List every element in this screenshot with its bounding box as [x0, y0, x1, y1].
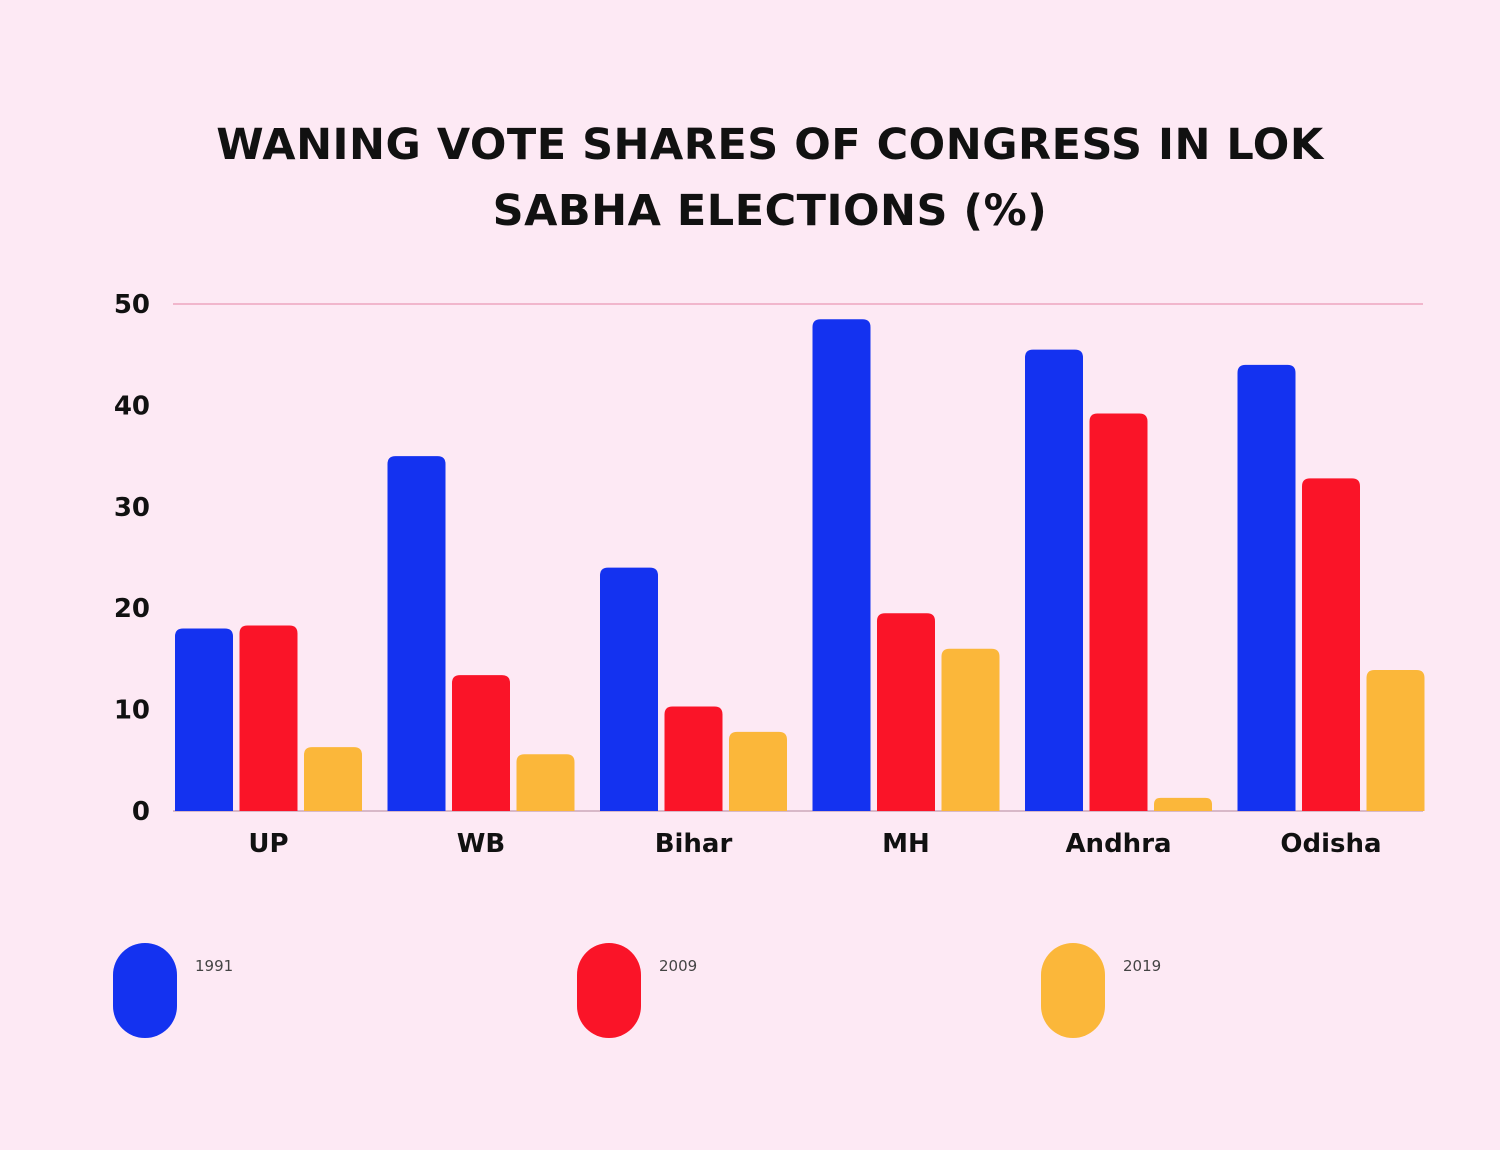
legend: 1991 2009 2019 [113, 943, 1161, 1038]
legend-swatch-1991 [113, 943, 177, 1038]
bar-up-2019 [304, 747, 362, 811]
x-category-label: MH [882, 829, 930, 859]
bar-wb-1991 [387, 456, 446, 811]
x-category-label: Andhra [1065, 829, 1171, 859]
legend-label-1991: 1991 [195, 957, 233, 975]
y-tick-label: 50 [114, 290, 150, 320]
y-tick-label: 40 [114, 391, 150, 421]
legend-swatch-2019 [1041, 943, 1105, 1038]
x-category-label: Bihar [655, 829, 733, 859]
legend-swatch-2009 [577, 943, 641, 1038]
bar-odisha-2009 [1302, 478, 1360, 811]
bar-wb-2019 [516, 754, 575, 811]
x-category-label: WB [457, 829, 506, 859]
chart-title-line-2: SABHA ELECTIONS (%) [492, 186, 1048, 236]
chart-title-line-1: WANING VOTE SHARES OF CONGRESS IN LOK [216, 120, 1324, 170]
bar-bihar-2009 [664, 706, 723, 811]
y-tick-label: 0 [132, 797, 150, 827]
x-category-label: Odisha [1280, 829, 1381, 859]
y-tick-label: 10 [114, 696, 150, 726]
bar-layer [175, 319, 1425, 811]
bar-up-2009 [239, 625, 298, 811]
bar-up-1991 [175, 628, 233, 811]
y-tick-label: 20 [114, 594, 150, 624]
bar-wb-2009 [452, 675, 510, 811]
bar-odisha-1991 [1237, 364, 1296, 811]
bar-mh-1991 [812, 319, 871, 811]
label-layer: UP WB Bihar MH Andhra Odisha [248, 829, 1381, 859]
bar-odisha-2019 [1366, 670, 1425, 811]
bar-mh-2019 [941, 648, 1000, 811]
axis-layer: 0 10 20 30 40 50 [114, 290, 1423, 827]
bar-andhra-2009 [1089, 413, 1148, 811]
legend-label-2009: 2009 [659, 957, 697, 975]
bar-andhra-2019 [1154, 797, 1212, 811]
bar-bihar-2019 [729, 731, 787, 811]
bar-bihar-1991 [600, 567, 658, 811]
chart-title: WANING VOTE SHARES OF CONGRESS IN LOK SA… [150, 112, 1390, 244]
bar-mh-2009 [877, 613, 935, 811]
legend-label-2019: 2019 [1123, 957, 1161, 975]
bar-andhra-1991 [1025, 349, 1083, 811]
y-tick-label: 30 [114, 493, 150, 523]
x-category-label: UP [248, 829, 288, 859]
